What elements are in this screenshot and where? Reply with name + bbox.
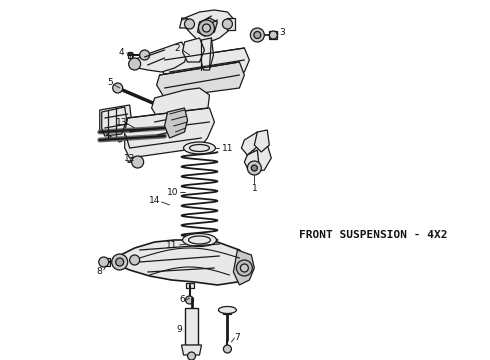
- Polygon shape: [181, 345, 201, 355]
- Polygon shape: [199, 38, 214, 70]
- Text: 3: 3: [279, 27, 285, 36]
- Polygon shape: [104, 258, 110, 266]
- Polygon shape: [162, 48, 249, 82]
- Polygon shape: [100, 105, 132, 142]
- Polygon shape: [245, 150, 259, 172]
- Circle shape: [236, 260, 252, 276]
- Text: 6: 6: [180, 296, 185, 305]
- Circle shape: [99, 257, 109, 267]
- Circle shape: [129, 58, 141, 70]
- Polygon shape: [128, 52, 132, 58]
- Polygon shape: [157, 62, 245, 98]
- Text: 5: 5: [107, 77, 113, 86]
- Polygon shape: [113, 240, 249, 285]
- Circle shape: [241, 264, 248, 272]
- Circle shape: [112, 254, 128, 270]
- Circle shape: [188, 352, 196, 360]
- Circle shape: [254, 32, 261, 39]
- Polygon shape: [242, 132, 259, 155]
- Text: FRONT SUSPENSION - 4X2: FRONT SUSPENSION - 4X2: [299, 230, 448, 240]
- Polygon shape: [124, 108, 215, 158]
- Circle shape: [132, 156, 144, 168]
- Circle shape: [202, 24, 211, 32]
- Text: 11: 11: [166, 240, 177, 249]
- Circle shape: [222, 19, 232, 29]
- Ellipse shape: [184, 142, 216, 154]
- Circle shape: [140, 50, 149, 60]
- Circle shape: [270, 31, 277, 39]
- Text: 12: 12: [124, 153, 135, 162]
- Text: 9: 9: [177, 325, 182, 334]
- Polygon shape: [270, 31, 277, 39]
- Text: 10: 10: [167, 188, 178, 197]
- Text: 1: 1: [251, 184, 257, 193]
- Circle shape: [250, 28, 264, 42]
- Text: 7: 7: [235, 333, 240, 342]
- Polygon shape: [130, 42, 188, 72]
- Polygon shape: [179, 18, 188, 28]
- Polygon shape: [247, 138, 271, 172]
- Polygon shape: [227, 18, 235, 30]
- Circle shape: [198, 20, 215, 36]
- Circle shape: [113, 83, 122, 93]
- Polygon shape: [233, 250, 254, 285]
- Polygon shape: [223, 308, 231, 314]
- Circle shape: [223, 345, 231, 353]
- Circle shape: [160, 103, 170, 113]
- Text: 13: 13: [116, 117, 127, 126]
- Circle shape: [186, 296, 194, 304]
- Ellipse shape: [183, 234, 217, 247]
- Circle shape: [116, 258, 123, 266]
- Text: 2: 2: [175, 44, 180, 53]
- Polygon shape: [181, 10, 234, 42]
- Polygon shape: [185, 308, 198, 345]
- Circle shape: [251, 165, 257, 171]
- Text: 11: 11: [221, 144, 233, 153]
- Polygon shape: [183, 38, 204, 62]
- Text: 14: 14: [149, 195, 160, 204]
- Circle shape: [130, 255, 140, 265]
- Circle shape: [247, 161, 261, 175]
- Polygon shape: [165, 108, 188, 138]
- Text: 4: 4: [119, 48, 124, 57]
- Polygon shape: [254, 130, 270, 152]
- Ellipse shape: [219, 306, 236, 314]
- Polygon shape: [151, 88, 209, 125]
- Polygon shape: [186, 283, 194, 288]
- Polygon shape: [197, 18, 218, 36]
- Circle shape: [185, 19, 195, 29]
- Text: 8: 8: [97, 267, 102, 276]
